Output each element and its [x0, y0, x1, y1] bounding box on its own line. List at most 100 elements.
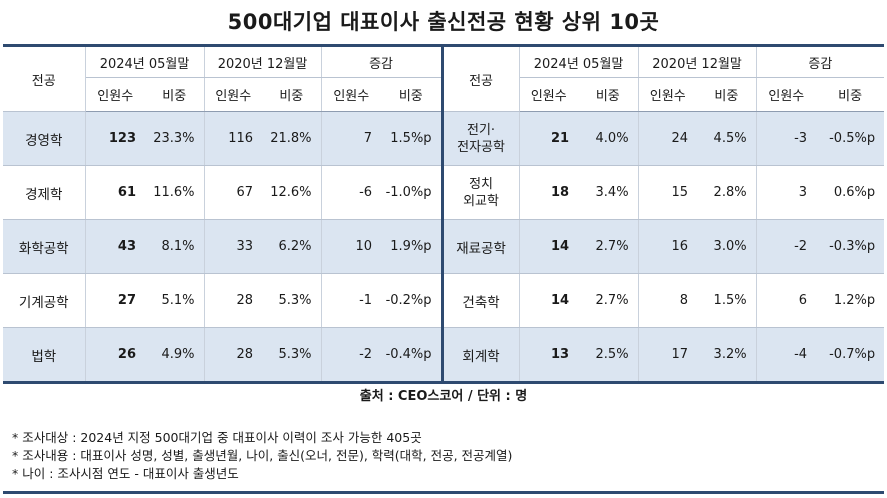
- footnote: * 나이 : 조사시점 연도 - 대표이사 출생년도: [12, 466, 239, 481]
- table-row: 경제학 61 11.6% 67 12.6% -6 -1.0%p 정치 외교학 18…: [3, 165, 885, 220]
- major-name: 기계공학: [3, 273, 86, 328]
- header-change: 증감: [756, 47, 885, 78]
- count-change: 7: [321, 111, 382, 166]
- ratio-2024: 3.4%: [578, 165, 639, 220]
- count-2020: 15: [638, 165, 698, 220]
- ratio-2024: 2.7%: [578, 273, 639, 328]
- ratio-2024: 8.1%: [145, 219, 205, 274]
- count-2024: 43: [85, 219, 145, 274]
- major-name: 경영학: [3, 111, 86, 166]
- header-count: 인원수: [85, 77, 145, 112]
- header-count: 인원수: [638, 77, 698, 112]
- count-2024: 18: [519, 165, 579, 220]
- count-2020: 28: [204, 327, 263, 384]
- ratio-change: 1.9%p: [381, 219, 444, 274]
- ratio-2020: 4.5%: [697, 111, 757, 166]
- count-2020: 67: [204, 165, 263, 220]
- ratio-2020: 12.6%: [262, 165, 322, 220]
- header-count: 인원수: [519, 77, 579, 112]
- major-name: 회계학: [442, 327, 520, 384]
- footnote: * 조사내용 : 대표이사 성명, 성별, 출생년월, 나이, 출신(오너, 전…: [12, 448, 513, 463]
- major-table: 전공 2024년 05월말 2020년 12월말 증감 전공 2024년 05월…: [3, 47, 885, 384]
- header-major: 전공: [3, 47, 86, 112]
- header-ratio: 비중: [578, 77, 639, 112]
- header-ratio: 비중: [697, 77, 757, 112]
- major-name-line2: 외교학: [463, 193, 499, 209]
- footnote: * 조사대상 : 2024년 지정 500대기업 중 대표이사 이력이 조사 가…: [12, 430, 422, 445]
- count-2024: 21: [519, 111, 579, 166]
- count-change: -3: [756, 111, 817, 166]
- count-change: -2: [756, 219, 817, 274]
- ratio-change: -0.5%p: [816, 111, 885, 166]
- header-period-2024: 2024년 05월말: [519, 47, 639, 78]
- major-name: 경제학: [3, 165, 86, 220]
- ratio-change: 1.2%p: [816, 273, 885, 328]
- count-change: -2: [321, 327, 382, 384]
- ratio-change: 0.6%p: [816, 165, 885, 220]
- count-2024: 123: [85, 111, 145, 166]
- ratio-2020: 21.8%: [262, 111, 322, 166]
- ratio-2024: 4.0%: [578, 111, 639, 166]
- count-change: 6: [756, 273, 817, 328]
- header-row-2: 인원수 비중 인원수 비중 인원수 비중 인원수 비중 인원수 비중 인원수 비…: [3, 77, 885, 112]
- major-name-line1: 전기·: [467, 122, 496, 138]
- ratio-2024: 23.3%: [145, 111, 205, 166]
- header-period-2020: 2020년 12월말: [204, 47, 322, 78]
- ratio-change: -0.7%p: [816, 327, 885, 384]
- header-row-1: 전공 2024년 05월말 2020년 12월말 증감 전공 2024년 05월…: [3, 47, 885, 112]
- count-change: -4: [756, 327, 817, 384]
- major-name-line1: 정치: [469, 176, 493, 192]
- ratio-2020: 1.5%: [697, 273, 757, 328]
- count-2024: 14: [519, 219, 579, 274]
- header-ratio: 비중: [145, 77, 205, 112]
- footnotes: * 조사대상 : 2024년 지정 500대기업 중 대표이사 이력이 조사 가…: [12, 429, 512, 483]
- ratio-2024: 5.1%: [145, 273, 205, 328]
- major-name: 정치 외교학: [442, 165, 520, 220]
- count-2020: 116: [204, 111, 263, 166]
- count-2024: 61: [85, 165, 145, 220]
- major-name: 전기· 전자공학: [442, 111, 520, 166]
- major-name: 재료공학: [442, 219, 520, 274]
- header-count: 인원수: [204, 77, 263, 112]
- count-change: -6: [321, 165, 382, 220]
- count-2024: 13: [519, 327, 579, 384]
- ratio-2020: 3.2%: [697, 327, 757, 384]
- count-2020: 8: [638, 273, 698, 328]
- table-row: 화학공학 43 8.1% 33 6.2% 10 1.9%p 재료공학 14 2.…: [3, 219, 885, 274]
- source-line: 출처 : CEO스코어 / 단위 : 명: [359, 389, 528, 404]
- header-period-2024: 2024년 05월말: [85, 47, 205, 78]
- header-change: 증감: [321, 47, 444, 78]
- ratio-change: -0.4%p: [381, 327, 444, 384]
- count-change: 3: [756, 165, 817, 220]
- major-name: 건축학: [442, 273, 520, 328]
- major-name: 법학: [3, 327, 86, 384]
- count-2020: 17: [638, 327, 698, 384]
- count-change: 10: [321, 219, 382, 274]
- ratio-change: -0.2%p: [381, 273, 444, 328]
- ratio-2024: 11.6%: [145, 165, 205, 220]
- header-period-2020: 2020년 12월말: [638, 47, 757, 78]
- top-rule: [3, 44, 884, 47]
- count-2020: 16: [638, 219, 698, 274]
- major-name: 화학공학: [3, 219, 86, 274]
- count-2024: 14: [519, 273, 579, 328]
- table-row: 기계공학 27 5.1% 28 5.3% -1 -0.2%p 건축학 14 2.…: [3, 273, 885, 328]
- ratio-2024: 2.7%: [578, 219, 639, 274]
- major-name-line2: 전자공학: [457, 139, 505, 155]
- header-ratio: 비중: [381, 77, 444, 112]
- ratio-2024: 2.5%: [578, 327, 639, 384]
- bottom-rule: [3, 491, 884, 494]
- ratio-2020: 5.3%: [262, 273, 322, 328]
- header-count: 인원수: [321, 77, 382, 112]
- header-count: 인원수: [756, 77, 817, 112]
- header-ratio: 비중: [816, 77, 885, 112]
- page-title: 500대기업 대표이사 출신전공 현황 상위 10곳: [227, 10, 660, 34]
- table-row: 법학 26 4.9% 28 5.3% -2 -0.4%p 회계학 13 2.5%…: [3, 327, 885, 384]
- ratio-2020: 2.8%: [697, 165, 757, 220]
- header-ratio: 비중: [262, 77, 322, 112]
- count-2020: 28: [204, 273, 263, 328]
- ratio-2020: 5.3%: [262, 327, 322, 384]
- ratio-2020: 6.2%: [262, 219, 322, 274]
- count-2020: 33: [204, 219, 263, 274]
- count-2024: 26: [85, 327, 145, 384]
